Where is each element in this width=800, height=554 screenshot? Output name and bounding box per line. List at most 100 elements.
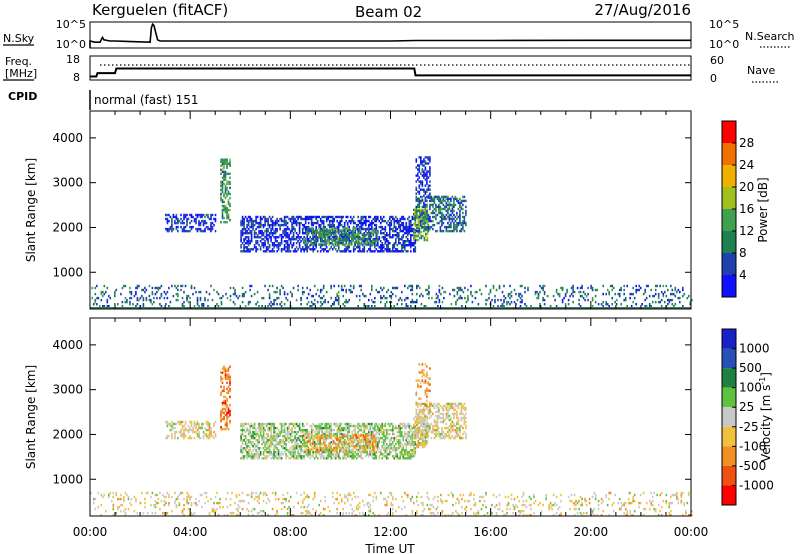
scatter-cell: [401, 426, 403, 430]
scatter-cell: [198, 436, 200, 440]
scatter-cell: [405, 225, 408, 229]
scatter-cell: [229, 375, 231, 378]
scatter-cell: [310, 217, 313, 221]
scatter-cell: [518, 292, 520, 296]
scatter-cell: [335, 438, 338, 441]
scatter-cell: [424, 221, 427, 225]
scatter-cell: [309, 217, 311, 221]
scatter-cell: [187, 217, 190, 221]
scatter-cell: [160, 292, 163, 296]
scatter-cell: [414, 415, 417, 419]
scatter-cell: [273, 430, 275, 434]
scatter-cell: [267, 434, 269, 438]
scatter-cell: [337, 455, 340, 458]
scatter-cell: [369, 436, 372, 440]
scatter-cell: [279, 290, 281, 294]
scatter-cell: [142, 296, 145, 300]
scatter-cell: [253, 246, 256, 249]
scatter-cell: [292, 225, 295, 229]
scatter-cell: [301, 439, 304, 442]
scatter-cell: [615, 298, 618, 302]
nave-tick-bottom: 0: [710, 72, 717, 85]
scatter-cell: [316, 300, 319, 304]
scatter-cell: [453, 213, 455, 217]
scatter-cell: [221, 176, 224, 179]
scatter-cell: [405, 424, 408, 428]
scatter-cell: [417, 284, 420, 288]
scatter-cell: [328, 223, 331, 227]
scatter-cell: [292, 217, 295, 221]
scatter-cell: [313, 231, 315, 234]
scatter-cell: [411, 298, 414, 302]
scatter-cell: [390, 236, 393, 239]
scatter-cell: [286, 221, 289, 225]
scatter-cell: [301, 290, 304, 294]
scatter-cell: [358, 243, 360, 246]
scatter-cell: [345, 453, 347, 456]
scatter-cell: [350, 444, 353, 447]
scatter-cell: [348, 453, 350, 456]
scatter-cell: [313, 229, 316, 233]
scatter-cell: [199, 426, 202, 430]
scatter-cell: [240, 434, 242, 438]
scatter-cell: [398, 457, 400, 460]
scatter-cell: [419, 218, 421, 222]
scatter-cell: [558, 294, 561, 298]
scatter-cell: [312, 303, 314, 306]
scatter-cell: [294, 449, 296, 452]
scatter-cell: [304, 445, 307, 448]
scatter-cell: [243, 447, 245, 450]
scatter-cell: [543, 303, 546, 306]
scatter-cell: [445, 213, 448, 217]
scatter-cell: [226, 210, 228, 214]
scatter-cell: [255, 236, 257, 239]
scatter-cell: [594, 300, 597, 304]
scatter-cell: [175, 225, 178, 229]
scatter-cell: [294, 229, 296, 233]
scatter-cell: [305, 243, 308, 246]
scatter-cell: [345, 424, 347, 428]
scatter-cell: [316, 443, 319, 446]
scatter-cell: [259, 229, 262, 233]
scatter-cell: [91, 296, 94, 300]
scatter-cell: [253, 455, 256, 458]
scatter-cell: [626, 305, 628, 308]
scatter-cell: [662, 292, 665, 296]
scatter-cell: [198, 290, 200, 294]
scatter-cell: [177, 292, 179, 296]
scatter-cell: [262, 225, 265, 229]
scatter-cell: [459, 205, 461, 209]
scatter-cell: [129, 303, 131, 306]
scatter-cell: [327, 447, 329, 450]
scatter-cell: [395, 225, 397, 229]
scatter-cell: [372, 241, 374, 244]
scatter-cell: [117, 303, 119, 306]
scatter-cell: [273, 290, 275, 294]
scatter-cell: [227, 385, 230, 388]
scatter-cell: [371, 250, 373, 253]
scatter-cell: [509, 303, 511, 306]
scatter-cell: [274, 290, 277, 294]
scatter-cell: [453, 227, 455, 231]
scatter-cell: [241, 451, 244, 454]
scatter-cell: [279, 234, 281, 237]
scatter-cell: [623, 284, 625, 288]
scatter-cell: [401, 223, 403, 227]
scatter-cell: [259, 248, 262, 251]
scatter-cell: [244, 430, 247, 434]
scatter-cell: [636, 288, 639, 292]
scatter-cell: [224, 409, 227, 413]
scatter-cell: [246, 240, 248, 243]
scatter-cell: [467, 294, 469, 298]
scatter-cell: [411, 453, 414, 456]
scatter-cell: [273, 436, 275, 440]
scatter-cell: [375, 239, 377, 242]
scatter-cell: [280, 451, 283, 454]
scatter-cell: [224, 407, 227, 411]
scatter-cell: [244, 229, 247, 233]
scatter-cell: [420, 210, 423, 214]
scatter-cell: [410, 238, 412, 241]
scatter-cell: [288, 436, 290, 440]
scatter-cell: [399, 451, 402, 454]
scatter-cell: [425, 288, 427, 292]
